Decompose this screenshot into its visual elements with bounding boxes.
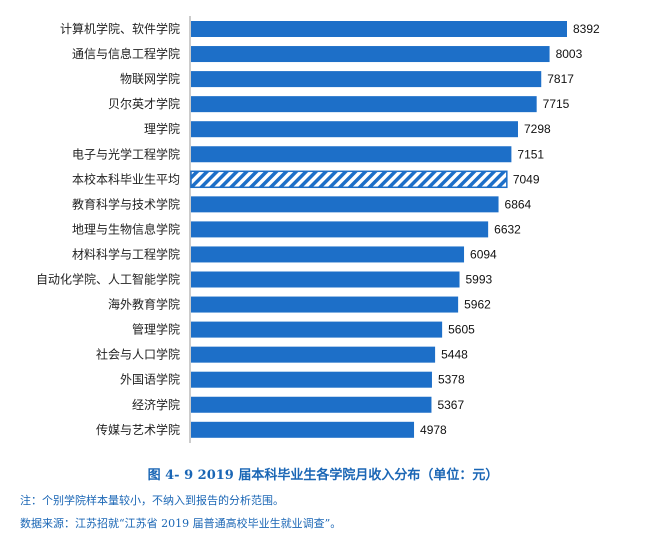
- category-label: 本校本科毕业生平均: [72, 171, 180, 186]
- bar: [191, 71, 542, 88]
- value-label: 7049: [513, 172, 540, 186]
- value-label: 5993: [466, 273, 493, 287]
- category-label: 自动化学院、人工智能学院: [36, 272, 180, 287]
- category-label: 物联网学院: [120, 71, 180, 86]
- value-label: 5378: [438, 373, 465, 387]
- value-label: 5962: [464, 298, 491, 312]
- bar-average: [190, 170, 508, 189]
- bar: [191, 396, 432, 413]
- chart-title: 图 4- 9 2019 届本科毕业生各学院月收入分布（单位：元）: [147, 468, 499, 483]
- value-label: 7715: [543, 97, 570, 111]
- category-label: 管理学院: [132, 322, 180, 337]
- bar: [191, 121, 518, 138]
- bar: [191, 371, 432, 388]
- bar: [191, 321, 443, 338]
- category-label: 计算机学院、软件学院: [60, 21, 180, 36]
- value-label: 5605: [448, 323, 475, 337]
- bar: [191, 421, 415, 438]
- bar: [191, 21, 567, 37]
- category-label: 通信与信息工程学院: [72, 46, 180, 61]
- value-label: 7151: [517, 147, 544, 161]
- value-label: 6864: [505, 197, 532, 211]
- bar-chart: 计算机学院、软件学院 8392 通信与信息工程学院 8003 物联网学院 7817 贝尔英才…: [36, 16, 600, 443]
- category-label: 传媒与艺术学院: [96, 422, 180, 437]
- bar: [191, 246, 465, 263]
- category-label: 理学院: [144, 121, 180, 136]
- value-label: 5367: [437, 398, 464, 412]
- value-label: 8003: [556, 47, 583, 61]
- bar: [191, 96, 537, 113]
- bar: [191, 221, 489, 238]
- bar: [191, 271, 460, 288]
- category-label: 电子与光学工程学院: [72, 146, 180, 161]
- category-label: 社会与人口学院: [96, 347, 180, 362]
- bar: [191, 296, 459, 313]
- footnote-data-source: 数据来源：江苏招就“江苏省 2019 届普通高校毕业生就业调查”。: [20, 517, 342, 530]
- value-label: 7298: [524, 122, 551, 136]
- category-label: 外国语学院: [120, 372, 180, 387]
- category-label: 海外教育学院: [108, 297, 180, 312]
- bar: [191, 346, 436, 363]
- category-label: 经济学院: [132, 397, 180, 412]
- value-label: 7817: [547, 72, 574, 86]
- value-label: 4978: [420, 423, 447, 437]
- category-label: 地理与生物信息学院: [72, 221, 180, 236]
- bar: [191, 46, 550, 63]
- value-label: 6632: [494, 222, 521, 236]
- category-label: 材料科学与工程学院: [72, 246, 180, 261]
- bar: [191, 196, 499, 213]
- value-label: 5448: [441, 348, 468, 362]
- value-label: 8392: [573, 22, 600, 36]
- category-label: 贝尔英才学院: [108, 96, 180, 111]
- value-label: 6094: [470, 247, 497, 261]
- footnote-sample-size: 注：个别学院样本量较小，不纳入到报告的分析范围。: [20, 494, 284, 507]
- category-label: 教育科学与技术学院: [72, 196, 180, 211]
- bar: [191, 146, 512, 163]
